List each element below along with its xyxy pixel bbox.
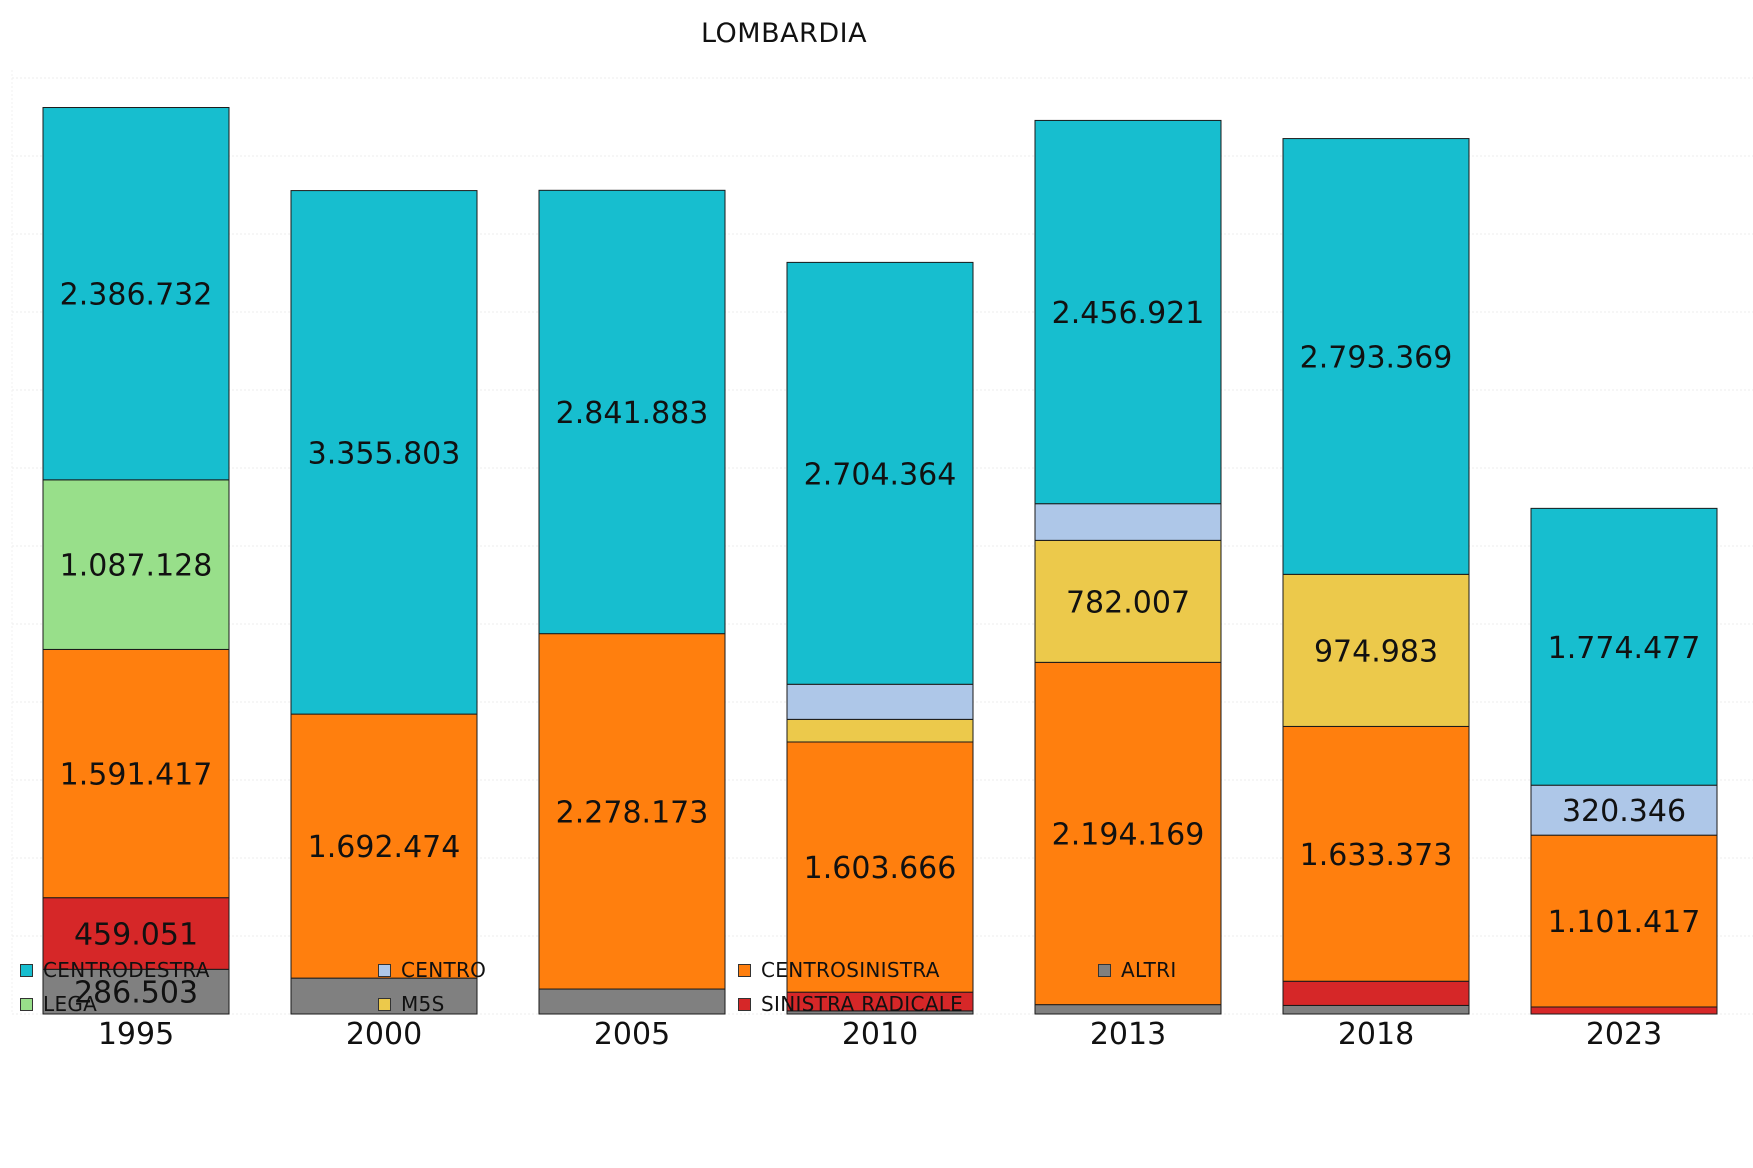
legend-label: LEGA bbox=[43, 992, 98, 1016]
bar-segment bbox=[1530, 834, 1718, 1008]
bar-segment bbox=[538, 189, 726, 635]
bar-segment bbox=[1034, 661, 1222, 1006]
bar-segment bbox=[1530, 784, 1718, 836]
bar-segment bbox=[1034, 539, 1222, 663]
data-label: 2.704.364 bbox=[804, 457, 957, 492]
data-label: 1.633.373 bbox=[1300, 838, 1453, 873]
data-labels: 286.503 459.051 1.591.417 1.087.128 2.386.73… bbox=[60, 278, 1701, 1011]
data-label: 286.503 bbox=[74, 976, 198, 1011]
legend-item: LEGA bbox=[20, 992, 97, 1016]
bar-segment bbox=[42, 479, 230, 650]
legend-swatch bbox=[738, 997, 751, 1011]
bar-segment bbox=[538, 633, 726, 990]
legend-label: ALTRI bbox=[1121, 958, 1177, 982]
bar-segment bbox=[1282, 138, 1470, 575]
x-axis: 1995 2000 2005 2010 2013 2018 2023 bbox=[98, 1017, 1662, 1052]
legend-swatch bbox=[378, 997, 391, 1011]
data-label: 1.692.474 bbox=[308, 830, 461, 865]
data-label: 2.386.732 bbox=[60, 278, 213, 313]
data-label: 2.278.173 bbox=[556, 795, 709, 830]
bar-segment bbox=[290, 190, 478, 715]
data-label: 1.774.477 bbox=[1548, 631, 1701, 666]
bar-segment bbox=[42, 897, 230, 970]
legend-swatch bbox=[1098, 963, 1111, 977]
grid-lines bbox=[11, 70, 1753, 1015]
legend-item: SINISTRA RADICALE bbox=[738, 992, 963, 1016]
bar-segment bbox=[786, 261, 974, 685]
legend-label: SINISTRA RADICALE bbox=[761, 992, 964, 1016]
data-label: 3.355.803 bbox=[308, 436, 461, 471]
bar-segment bbox=[786, 683, 974, 720]
x-tick-label: 1995 bbox=[98, 1017, 174, 1052]
legend-item: CENTRODESTRA bbox=[20, 958, 210, 982]
data-label: 1.591.417 bbox=[60, 758, 213, 793]
data-label: 2.841.883 bbox=[556, 396, 709, 431]
bar-segment bbox=[42, 107, 230, 481]
bar-segment bbox=[290, 713, 478, 979]
bar-segment bbox=[42, 648, 230, 899]
data-label: 1.087.128 bbox=[60, 549, 213, 584]
x-tick-label: 2005 bbox=[594, 1017, 670, 1052]
bar-segment bbox=[1530, 1006, 1718, 1015]
x-tick-label: 2010 bbox=[842, 1017, 918, 1052]
data-label: 974.983 bbox=[1314, 634, 1438, 669]
bar-segment bbox=[42, 968, 230, 1015]
bar-segment bbox=[786, 741, 974, 993]
legend-item: M5S bbox=[378, 992, 445, 1016]
bar-segment bbox=[1530, 507, 1718, 786]
legend-swatch bbox=[20, 997, 33, 1011]
bar-segment bbox=[538, 988, 726, 1015]
bars bbox=[42, 107, 1718, 1015]
chart-title: LOMBARDIA bbox=[700, 18, 868, 49]
legend-swatch bbox=[20, 963, 33, 977]
legend-label: M5S bbox=[401, 992, 445, 1016]
legend-item: ALTRI bbox=[1098, 958, 1177, 982]
legend-item: CENTROSINISTRA bbox=[738, 958, 940, 982]
bar-segment bbox=[1282, 573, 1470, 727]
data-label: 320.346 bbox=[1562, 794, 1686, 829]
bar-segment bbox=[1034, 119, 1222, 505]
bar-segment bbox=[1282, 980, 1470, 1006]
x-tick-label: 2018 bbox=[1338, 1017, 1414, 1052]
legend-swatch bbox=[378, 963, 391, 977]
data-label: 1.603.666 bbox=[804, 851, 957, 886]
legend-item: CENTRO bbox=[378, 958, 486, 982]
x-tick-label: 2013 bbox=[1090, 1017, 1166, 1052]
legend: CENTRODESTRA CENTRO CENTROSINISTRA ALTRI LEG… bbox=[20, 958, 1320, 1028]
legend-label: CENTRODESTRA bbox=[43, 958, 210, 982]
bar-segment bbox=[1034, 503, 1222, 541]
data-label: 2.194.169 bbox=[1052, 817, 1205, 852]
x-tick-label: 2023 bbox=[1586, 1017, 1662, 1052]
data-label: 2.456.921 bbox=[1052, 296, 1205, 331]
x-tick-label: 2000 bbox=[346, 1017, 422, 1052]
data-label: 459.051 bbox=[74, 917, 198, 952]
data-label: 2.793.369 bbox=[1300, 340, 1453, 375]
data-label: 1.101.417 bbox=[1548, 905, 1701, 940]
bar-segment bbox=[786, 718, 974, 743]
data-label: 782.007 bbox=[1066, 585, 1190, 620]
legend-label: CENTRO bbox=[401, 958, 487, 982]
bar-segment bbox=[1282, 725, 1470, 982]
legend-label: CENTROSINISTRA bbox=[761, 958, 940, 982]
legend-swatch bbox=[738, 963, 751, 977]
